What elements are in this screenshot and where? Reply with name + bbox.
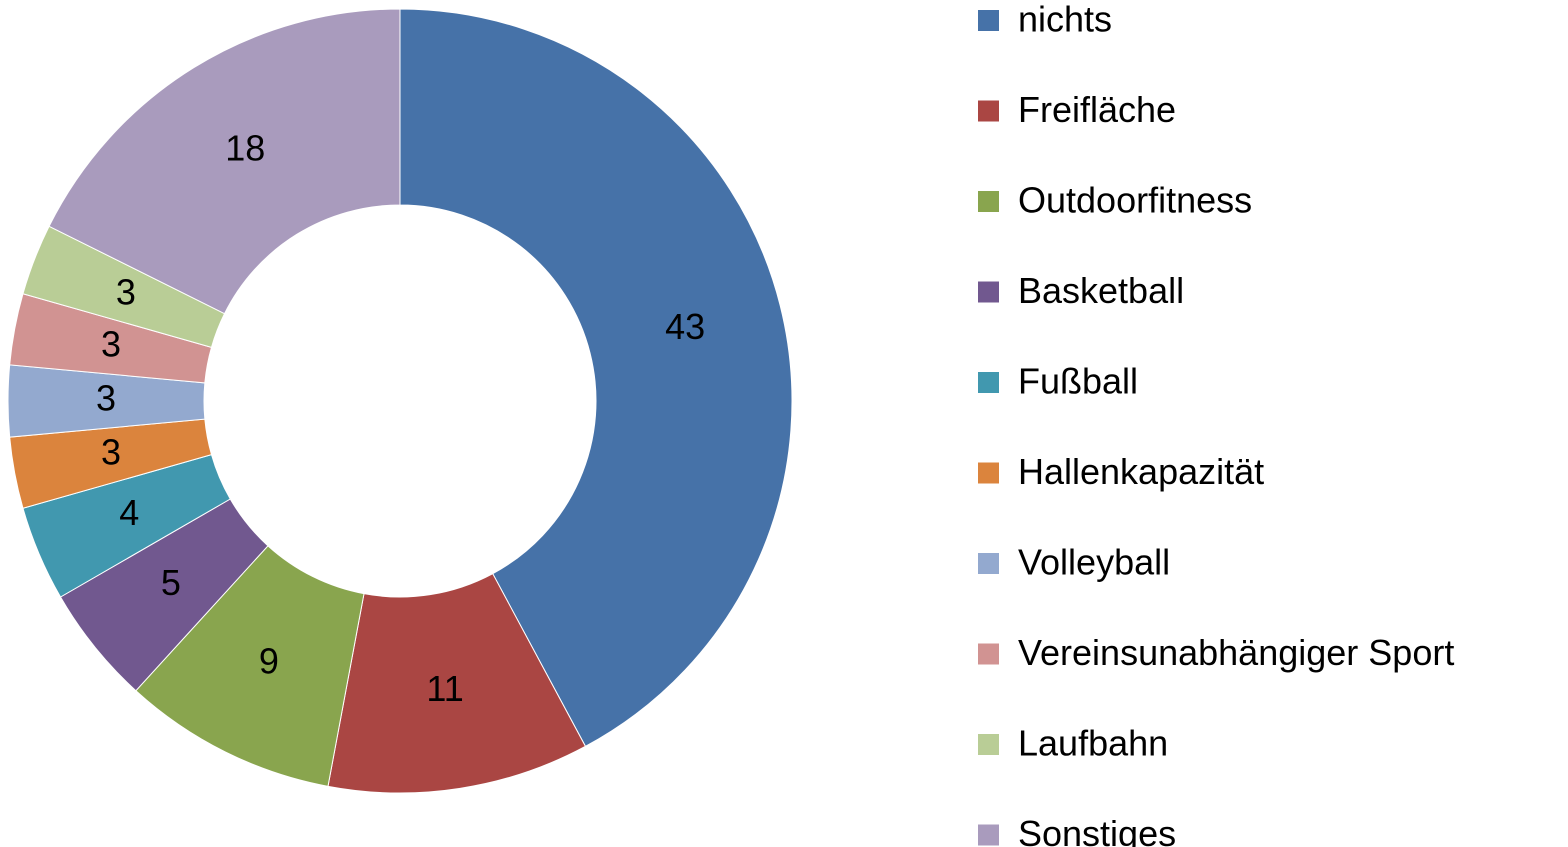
legend-label: Basketball	[1018, 270, 1184, 311]
legend-label: Outdoorfitness	[1018, 180, 1252, 221]
legend-label: Fußball	[1018, 361, 1138, 402]
legend-swatch	[978, 10, 999, 31]
legend-swatch	[978, 281, 999, 303]
legend-label: Hallenkapazität	[1018, 451, 1264, 492]
data-label: 18	[225, 128, 265, 169]
data-label: 3	[101, 323, 121, 364]
donut-slice	[48, 8, 401, 315]
data-label: 11	[426, 668, 463, 709]
legend-label: Volleyball	[1018, 542, 1170, 583]
legend-swatch	[978, 643, 999, 665]
data-label: 43	[665, 306, 705, 347]
donut-slice	[327, 573, 587, 794]
data-label: 3	[116, 271, 136, 312]
legend-swatch	[978, 372, 999, 393]
legend-swatch	[978, 462, 999, 484]
donut-slice	[399, 8, 793, 748]
data-label: 4	[119, 492, 139, 533]
legend-label: Laufbahn	[1018, 723, 1168, 764]
data-label: 3	[101, 432, 121, 473]
data-label: 9	[259, 641, 279, 682]
legend-label: nichts	[1018, 0, 1112, 40]
legend-swatch	[978, 824, 999, 846]
legend-label: Vereinsunabhängiger Sport	[1018, 632, 1454, 673]
legend-swatch	[978, 553, 999, 574]
legend-swatch	[978, 191, 999, 212]
legend-swatch	[978, 734, 999, 755]
data-label: 3	[96, 378, 116, 419]
data-label: 5	[161, 562, 181, 603]
legend-swatch	[978, 100, 999, 122]
legend-label: Freifläche	[1018, 89, 1176, 130]
legend-label: Sonstiges	[1018, 813, 1176, 847]
